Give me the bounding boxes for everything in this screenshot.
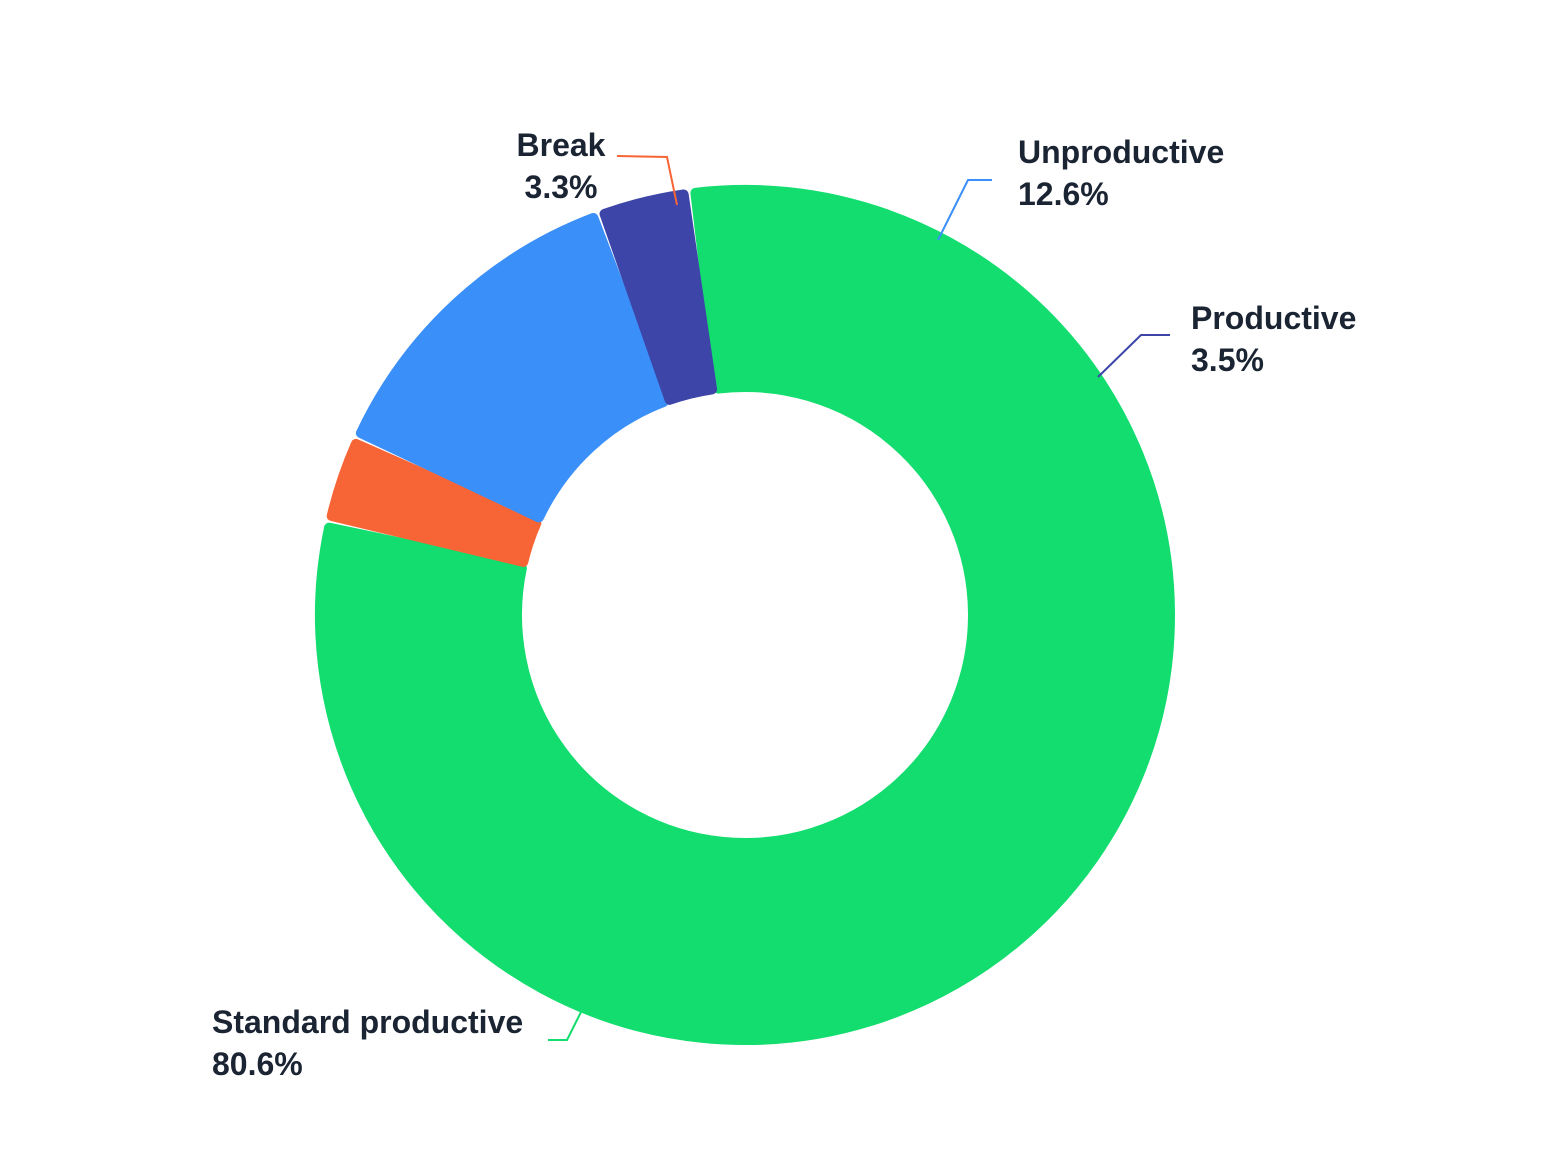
label-break: Break — [517, 127, 606, 163]
slice-productive[interactable] — [599, 189, 718, 405]
slice-unproductive[interactable] — [355, 212, 669, 523]
label-standard-productive: Standard productive — [212, 1004, 523, 1040]
label-unproductive: Unproductive — [1018, 134, 1224, 170]
value-label-unproductive: 12.6% — [1018, 176, 1109, 212]
slice-break[interactable] — [326, 438, 542, 567]
slice-standard-productive[interactable] — [315, 185, 1175, 1045]
leader-lines-layer — [548, 155, 1170, 1041]
value-label-productive: 3.5% — [1191, 342, 1264, 378]
leader-line-standard-productive — [548, 999, 588, 1041]
leader-line-productive — [1097, 334, 1170, 378]
value-label-standard-productive: 80.6% — [212, 1046, 303, 1082]
leader-line-unproductive — [937, 179, 992, 241]
leader-line-break — [616, 155, 678, 206]
value-label-break: 3.3% — [525, 169, 598, 205]
slices-layer — [315, 185, 1175, 1045]
labels-layer: Standard productive 80.6% Break 3.3% Unprodu… — [212, 127, 1356, 1082]
label-productive: Productive — [1191, 300, 1356, 336]
